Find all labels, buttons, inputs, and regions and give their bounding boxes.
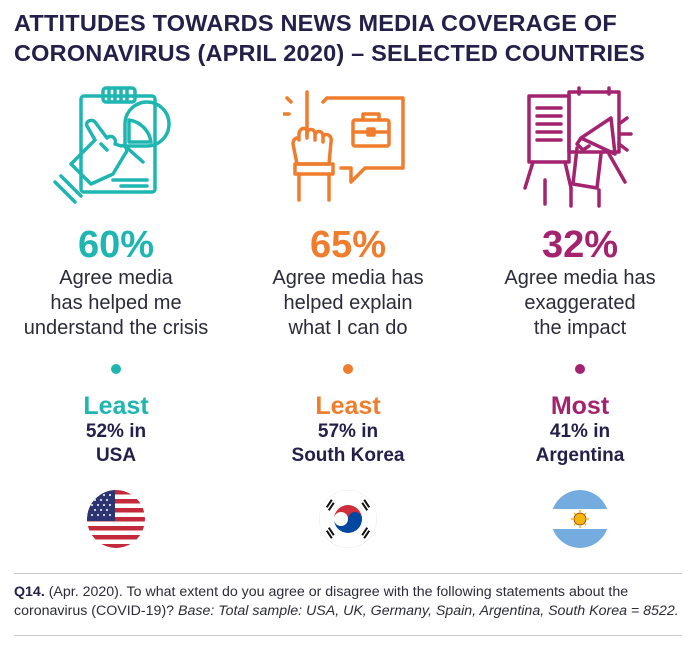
- stat-description-line: understand the crisis: [23, 317, 209, 339]
- rank-detail-line: 57% in: [317, 421, 379, 442]
- divider-dot: [111, 364, 121, 374]
- question-text: (Apr. 2020). To what extent do you agree…: [14, 584, 629, 619]
- divider-dot: [575, 364, 585, 374]
- stat-percent: 65%: [309, 224, 387, 266]
- stat-description-line: the impact: [533, 317, 627, 339]
- base-note: Base: Total sample: USA, UK, Germany, Sp…: [178, 603, 679, 619]
- rank-detail-line: 41% in: [549, 421, 611, 442]
- hand-briefcase-speech-icon: [283, 90, 405, 202]
- footnote: Q14. (Apr. 2020). To what extent do you …: [14, 583, 684, 621]
- stat-description-line: helped explain: [283, 292, 413, 314]
- south-korea-flag-icon: [319, 490, 377, 548]
- stat-description-line: Agree media has: [504, 267, 656, 289]
- stat-column-understand: 60% Agree media has helped me understand…: [0, 84, 232, 548]
- stat-description-line: what I can do: [288, 317, 408, 339]
- stat-description-line: Agree media: [59, 267, 173, 289]
- rank-label: Most: [550, 392, 610, 420]
- stat-description-line: exaggerated: [524, 292, 636, 314]
- rank-detail-line: Argentina: [535, 445, 625, 466]
- megaphone-board-icon: [523, 86, 633, 208]
- rank-label: Least: [83, 392, 149, 420]
- usa-flag-icon: [87, 490, 145, 548]
- stat-description: Agree media has helped me understand the…: [0, 266, 232, 346]
- rank-detail: 41% in Argentina: [464, 420, 696, 468]
- rank-detail-line: USA: [95, 445, 137, 466]
- rank-detail: 57% in South Korea: [232, 420, 464, 468]
- footer-divider-bottom: [14, 635, 682, 636]
- rank-detail-line: 52% in: [85, 421, 147, 442]
- stat-percent: 60%: [77, 224, 155, 266]
- question-id: Q14.: [14, 584, 45, 600]
- footer-divider: [14, 573, 682, 574]
- stat-percent: 32%: [541, 224, 619, 266]
- rank-detail-line: South Korea: [291, 445, 405, 466]
- rank-detail: 52% in USA: [0, 420, 232, 468]
- stat-description: Agree media has helped explain what I ca…: [232, 266, 464, 346]
- stat-column-explain: 65% Agree media has helped explain what …: [232, 84, 464, 548]
- stat-column-exaggerated: 32% Agree media has exaggerated the impa…: [464, 84, 696, 548]
- argentina-flag-icon: [551, 490, 609, 548]
- rank-label: Least: [315, 392, 381, 420]
- divider-dot: [343, 364, 353, 374]
- hand-pointing-chart-icon: [53, 86, 171, 204]
- stat-description-line: has helped me: [50, 292, 182, 314]
- stat-description-line: Agree media has: [272, 267, 424, 289]
- page-title: ATTITUDES TOWARDS NEWS MEDIA COVERAGE OF…: [14, 10, 645, 66]
- stat-description: Agree media has exaggerated the impact: [464, 266, 696, 346]
